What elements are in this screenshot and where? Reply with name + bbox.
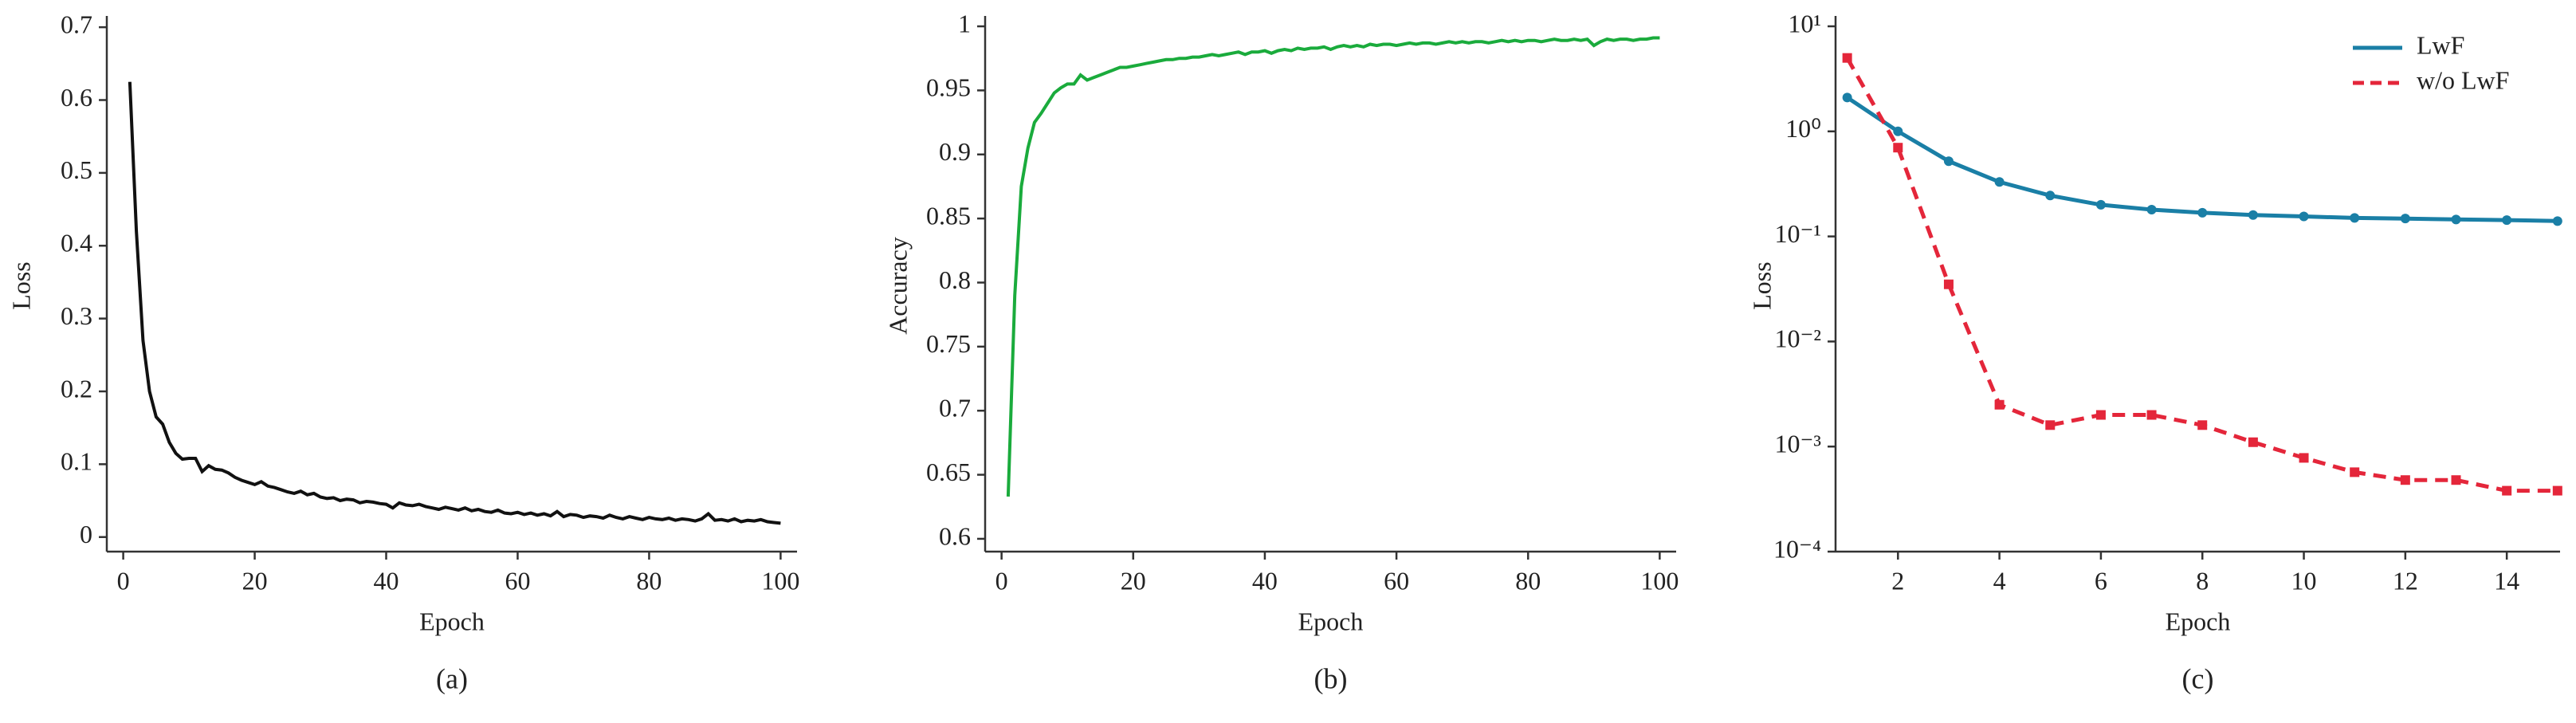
y-tick-label: 0.75 [926,329,971,358]
point [1893,126,1903,136]
point [1842,53,1852,63]
point [2552,216,2562,226]
point [2350,467,2360,477]
y-axis-label: Loss [6,261,35,309]
x-tick-label: 0 [117,566,130,595]
x-tick-label: 2 [1891,566,1904,595]
x-tick-label: 20 [242,566,268,595]
x-tick-label: 10 [2291,566,2317,595]
y-tick-label: 0.2 [61,374,92,403]
point [1943,156,1954,167]
y-tick-label: 10⁻⁴ [1773,534,1821,563]
point [1893,143,1903,153]
panel-caption: (c) [2182,662,2214,694]
x-tick-label: 100 [1640,566,1679,595]
panel-caption: (b) [1314,662,1348,694]
point [2502,485,2512,496]
point [2400,214,2410,224]
y-tick-label: 10⁻² [1775,324,1821,353]
y-tick-label: 0.5 [61,155,92,184]
y-tick-label: 0.9 [939,137,971,166]
point [2248,437,2258,447]
x-tick-label: 40 [1252,566,1278,595]
y-tick-label: 1 [958,9,971,37]
panel-caption: (a) [436,662,468,694]
y-tick-label: 0.7 [61,10,92,38]
point [2451,475,2461,485]
y-tick-label: 0.8 [939,265,971,294]
y-tick-label: 0 [80,520,92,548]
legend-label: w/o LwF [2417,65,2509,94]
y-tick-label: 0.3 [61,301,92,330]
y-tick-label: 0.65 [926,458,971,486]
point [2502,215,2512,226]
y-tick-label: 10⁰ [1785,114,1821,143]
point [2248,210,2258,220]
x-tick-label: 60 [505,566,530,595]
x-tick-label: 20 [1121,566,1146,595]
y-tick-label: 0.4 [61,229,92,257]
point [2197,420,2208,430]
y-tick-label: 0.85 [926,201,971,230]
x-axis-label: Epoch [1298,607,1364,635]
point [2095,199,2106,210]
y-tick-label: 10⁻¹ [1775,219,1821,248]
point [2045,191,2056,201]
point [2146,410,2157,420]
point [2146,204,2157,214]
point [1994,399,2005,410]
y-tick-label: 0.95 [926,73,971,102]
point [1943,279,1954,289]
point [1994,177,2005,187]
point [2299,211,2309,222]
x-tick-label: 4 [1993,566,2006,595]
y-tick-label: 0.7 [939,394,971,422]
y-axis-label: Loss [1747,261,1776,309]
y-tick-label: 0.1 [61,447,92,476]
x-axis-label: Epoch [2166,607,2231,635]
x-axis-label: Epoch [419,607,485,635]
x-tick-label: 80 [636,566,662,595]
y-tick-label: 10⁻³ [1775,430,1821,458]
x-tick-label: 12 [2393,566,2418,595]
y-tick-label: 0.6 [939,521,971,550]
y-tick-label: 0.6 [61,83,92,112]
point [2552,485,2562,496]
x-tick-label: 40 [374,566,399,595]
data-line [1846,96,2558,223]
y-axis-label: Accuracy [883,237,912,335]
point [2350,213,2360,223]
x-tick-label: 0 [995,566,1008,595]
point [2400,475,2410,485]
x-tick-label: 14 [2494,566,2519,595]
point [2045,420,2056,430]
point [2095,410,2106,420]
point [2299,453,2309,463]
x-tick-label: 100 [761,566,799,595]
legend-label: LwF [2417,30,2464,59]
x-tick-label: 6 [2095,566,2107,595]
x-tick-label: 80 [1515,566,1541,595]
point [1842,92,1852,103]
data-line [1006,36,1660,497]
x-tick-label: 60 [1384,566,1409,595]
y-tick-label: 10¹ [1788,9,1821,37]
point [2451,214,2461,225]
data-line [128,81,781,525]
point [2197,207,2208,218]
x-tick-label: 8 [2196,566,2209,595]
